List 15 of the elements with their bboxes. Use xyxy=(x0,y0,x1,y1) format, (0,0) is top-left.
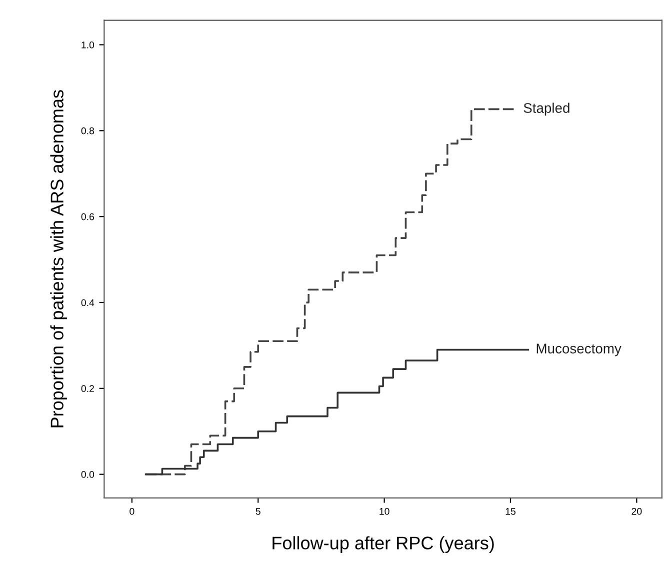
y-tick-label: 0.8 xyxy=(81,127,94,134)
y-axis-title: Proportion of patients with ARS adenomas xyxy=(50,90,68,428)
x-axis-title: Follow-up after RPC (years) xyxy=(272,536,494,553)
y-tick-label: 1.0 xyxy=(82,41,94,48)
x-tick-label: 0 xyxy=(130,508,134,515)
x-tick-label: 20 xyxy=(632,508,642,515)
y-tick-label: 0.2 xyxy=(81,385,94,392)
x-tick-label: 10 xyxy=(380,508,390,515)
x-tick-label: 15 xyxy=(506,508,516,515)
y-tick-label: 0.6 xyxy=(81,213,94,220)
y-tick-label: 0.4 xyxy=(81,299,94,306)
series-label: Mucosectomy xyxy=(536,344,622,356)
x-tick-label: 5 xyxy=(256,508,260,515)
series-label: Stapled xyxy=(524,102,570,116)
y-tick-label: 0.0 xyxy=(81,471,94,478)
